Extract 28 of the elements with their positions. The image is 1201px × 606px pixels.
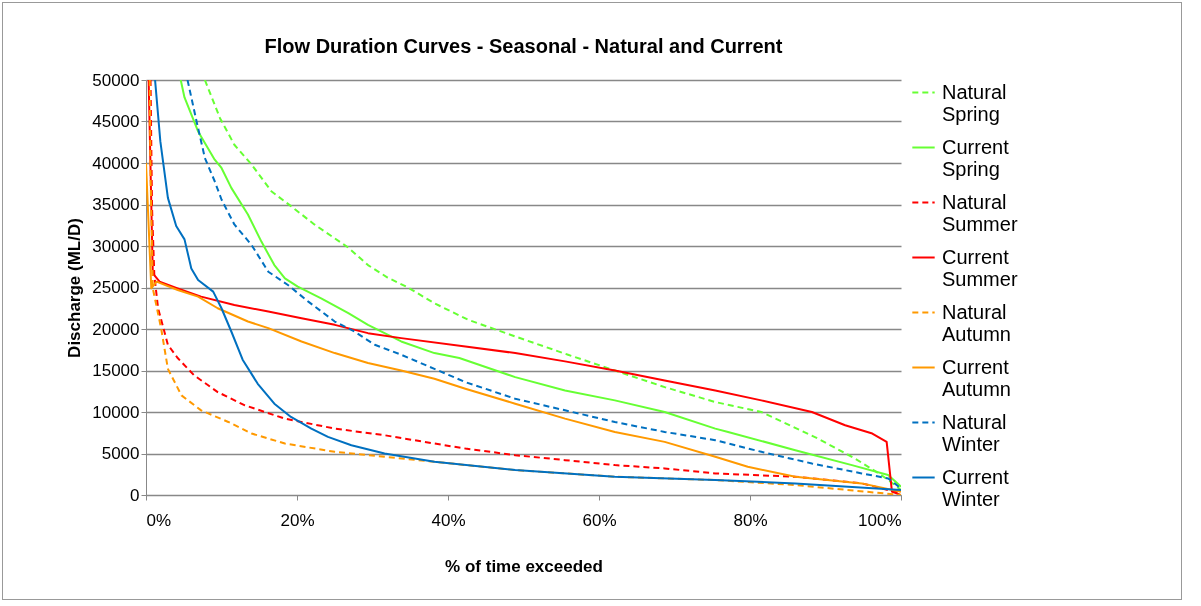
y-tick-label: 25000 <box>92 278 140 297</box>
chart-title: Flow Duration Curves - Seasonal - Natural and Current <box>264 35 783 57</box>
x-axis-title: % of time exceeded <box>445 556 603 576</box>
x-tick-label: 80% <box>733 510 768 530</box>
y-tick-label: 30000 <box>92 236 140 256</box>
x-tick-label: 60% <box>582 510 617 530</box>
y-tick-label: 20000 <box>92 319 140 339</box>
legend-label: Current Spring <box>942 135 1010 180</box>
y-tick-label: 15000 <box>92 361 140 380</box>
y-tick-label: 45000 <box>92 112 140 131</box>
x-tick-label: 40% <box>431 510 466 530</box>
x-tick-label: 0% <box>146 510 172 530</box>
legend-label: Natural Spring <box>942 80 1007 125</box>
x-tick-label: 100% <box>858 510 902 530</box>
x-tick-label: 20% <box>280 510 315 530</box>
legend-label: Current Summer <box>942 245 1018 290</box>
legend-label: Natural Summer <box>942 190 1018 235</box>
legend-label: Current Winter <box>942 465 1010 510</box>
y-tick-label: 10000 <box>92 402 140 422</box>
legend-label: Natural Winter <box>942 410 1007 455</box>
legend-label: Current Autumn <box>942 355 1011 400</box>
y-axis-title: Discharge (ML/D) <box>65 218 85 358</box>
y-tick-label: 5000 <box>101 444 140 463</box>
y-tick-label: 40000 <box>92 153 140 173</box>
y-tick-label: 0 <box>130 485 140 505</box>
legend-label: Natural Autumn <box>942 300 1011 345</box>
y-tick-label: 50000 <box>92 70 140 90</box>
y-tick-label: 35000 <box>92 195 140 214</box>
